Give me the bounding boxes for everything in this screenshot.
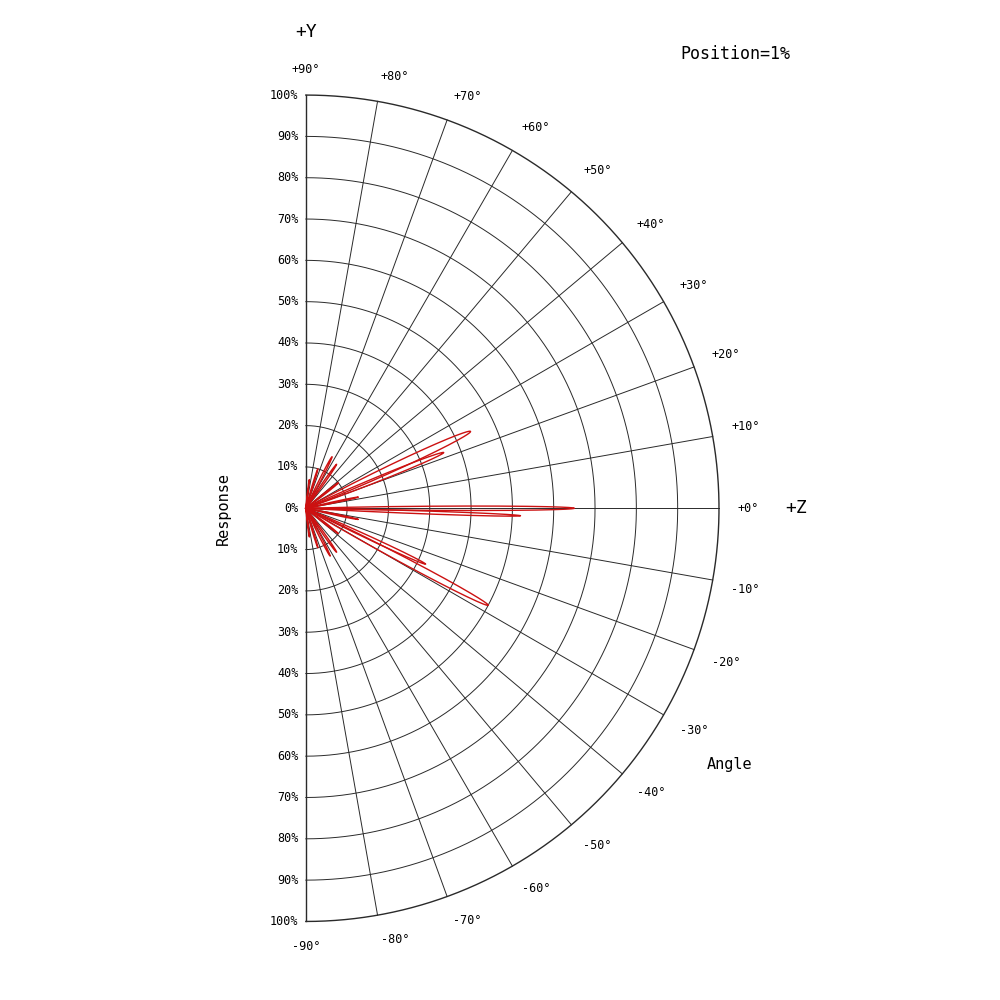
Text: Angle: Angle — [707, 757, 752, 772]
Text: 30%: 30% — [277, 626, 298, 639]
Text: -50°: -50° — [583, 839, 612, 852]
Text: 80%: 80% — [277, 171, 298, 184]
Text: +10°: +10° — [731, 420, 760, 433]
Text: 20%: 20% — [277, 419, 298, 432]
Text: -90°: -90° — [292, 940, 320, 953]
Text: +20°: +20° — [712, 348, 740, 361]
Text: -10°: -10° — [731, 583, 760, 596]
Text: -30°: -30° — [680, 724, 708, 737]
Text: +30°: +30° — [680, 279, 708, 292]
Text: 40%: 40% — [277, 667, 298, 680]
Text: 20%: 20% — [277, 584, 298, 597]
Text: +0°: +0° — [738, 502, 759, 515]
Text: 90%: 90% — [277, 130, 298, 143]
Text: 50%: 50% — [277, 708, 298, 721]
Text: +60°: +60° — [522, 121, 550, 134]
Text: +40°: +40° — [637, 218, 665, 231]
Text: 40%: 40% — [277, 336, 298, 349]
Text: 10%: 10% — [277, 460, 298, 473]
Text: 70%: 70% — [277, 213, 298, 226]
Text: +Y: +Y — [295, 23, 317, 41]
Text: +70°: +70° — [453, 90, 482, 103]
Text: -40°: -40° — [637, 786, 665, 799]
Text: 50%: 50% — [277, 295, 298, 308]
Text: -60°: -60° — [522, 882, 550, 895]
Text: -80°: -80° — [381, 933, 409, 946]
Text: -20°: -20° — [712, 656, 740, 669]
Text: 10%: 10% — [277, 543, 298, 556]
Text: 70%: 70% — [277, 791, 298, 804]
Text: 30%: 30% — [277, 378, 298, 391]
Text: +90°: +90° — [292, 63, 320, 76]
Text: 90%: 90% — [277, 874, 298, 887]
Text: +50°: +50° — [583, 164, 612, 177]
Text: 0%: 0% — [284, 502, 298, 515]
Text: 60%: 60% — [277, 254, 298, 267]
Text: Position=1%: Position=1% — [681, 45, 791, 63]
Text: +Z: +Z — [785, 499, 807, 517]
Text: 60%: 60% — [277, 750, 298, 763]
Text: -70°: -70° — [453, 914, 482, 927]
Text: Response: Response — [216, 472, 231, 545]
Text: 80%: 80% — [277, 832, 298, 845]
Text: 100%: 100% — [270, 89, 298, 102]
Text: +80°: +80° — [381, 70, 409, 83]
Text: 100%: 100% — [270, 915, 298, 928]
